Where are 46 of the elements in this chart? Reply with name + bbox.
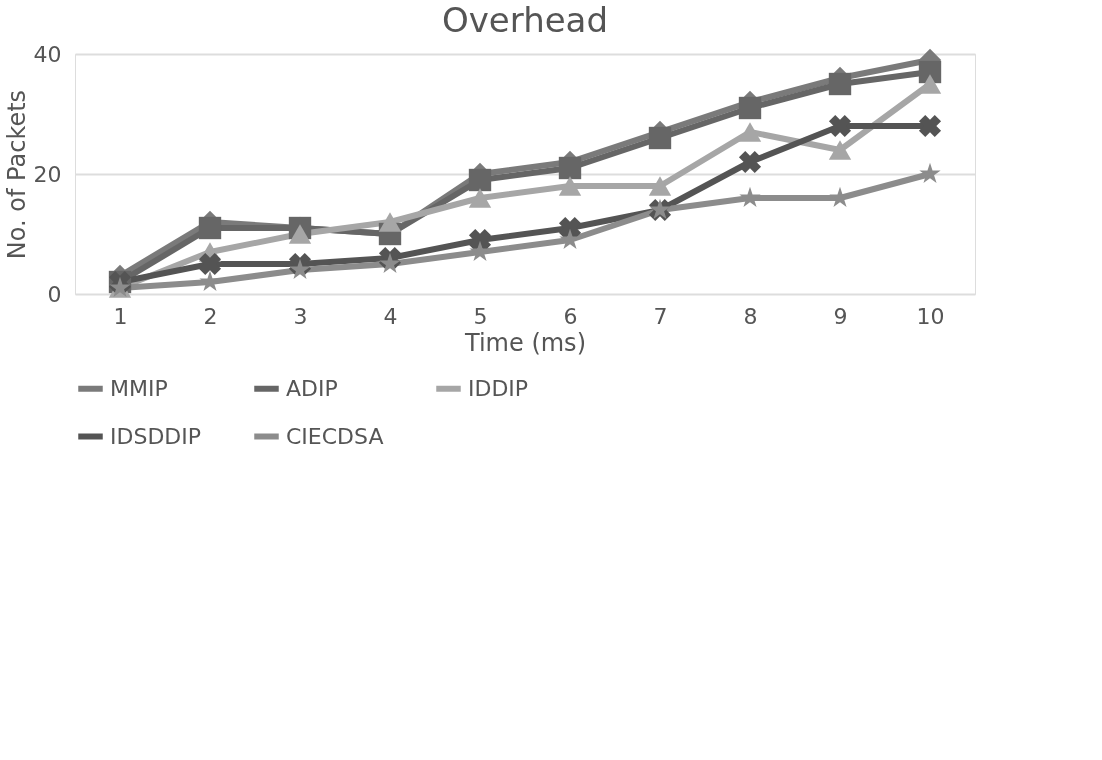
legend-label: CIECDSA bbox=[286, 423, 384, 449]
point bbox=[738, 150, 762, 174]
point bbox=[739, 186, 761, 208]
x-tick-label: 4 bbox=[383, 303, 398, 329]
point bbox=[469, 240, 491, 262]
point bbox=[918, 114, 942, 138]
x-tick-label: 10 bbox=[916, 303, 945, 329]
point bbox=[738, 122, 762, 142]
point bbox=[828, 114, 852, 138]
point bbox=[288, 224, 312, 244]
point bbox=[198, 216, 222, 240]
point bbox=[648, 176, 672, 196]
point bbox=[468, 228, 492, 252]
point bbox=[198, 252, 222, 276]
point bbox=[468, 168, 492, 192]
x-axis-title: Time (ms) bbox=[464, 328, 586, 357]
x-tick-label: 8 bbox=[743, 303, 758, 329]
point bbox=[379, 252, 401, 274]
y-tick-label: 40 bbox=[33, 41, 62, 67]
point bbox=[468, 188, 492, 208]
point bbox=[738, 96, 762, 120]
x-tick-label: 3 bbox=[293, 303, 308, 329]
x-tick-label: 9 bbox=[833, 303, 848, 329]
legend-label: ADIP bbox=[286, 375, 338, 401]
point bbox=[558, 216, 582, 240]
point bbox=[828, 140, 852, 160]
x-tick-label: 6 bbox=[563, 303, 578, 329]
x-tick-label: 2 bbox=[203, 303, 218, 329]
chart-title: Overhead bbox=[441, 0, 609, 40]
point bbox=[289, 258, 311, 280]
y-tick-label: 0 bbox=[47, 281, 62, 307]
legend-label: IDDIP bbox=[468, 375, 529, 401]
point bbox=[648, 126, 672, 150]
point bbox=[828, 72, 852, 96]
point bbox=[919, 162, 941, 184]
x-tick-label: 5 bbox=[473, 303, 488, 329]
point bbox=[378, 212, 402, 232]
y-tick-label: 20 bbox=[33, 161, 62, 187]
point bbox=[559, 228, 581, 250]
point bbox=[558, 176, 582, 196]
legend-label: MMIP bbox=[110, 375, 168, 401]
x-tick-label: 1 bbox=[113, 303, 128, 329]
y-axis-title: No. of Packets bbox=[2, 89, 31, 260]
point bbox=[558, 156, 582, 180]
legend-label: IDSDDIP bbox=[110, 423, 202, 449]
x-tick-label: 7 bbox=[653, 303, 668, 329]
